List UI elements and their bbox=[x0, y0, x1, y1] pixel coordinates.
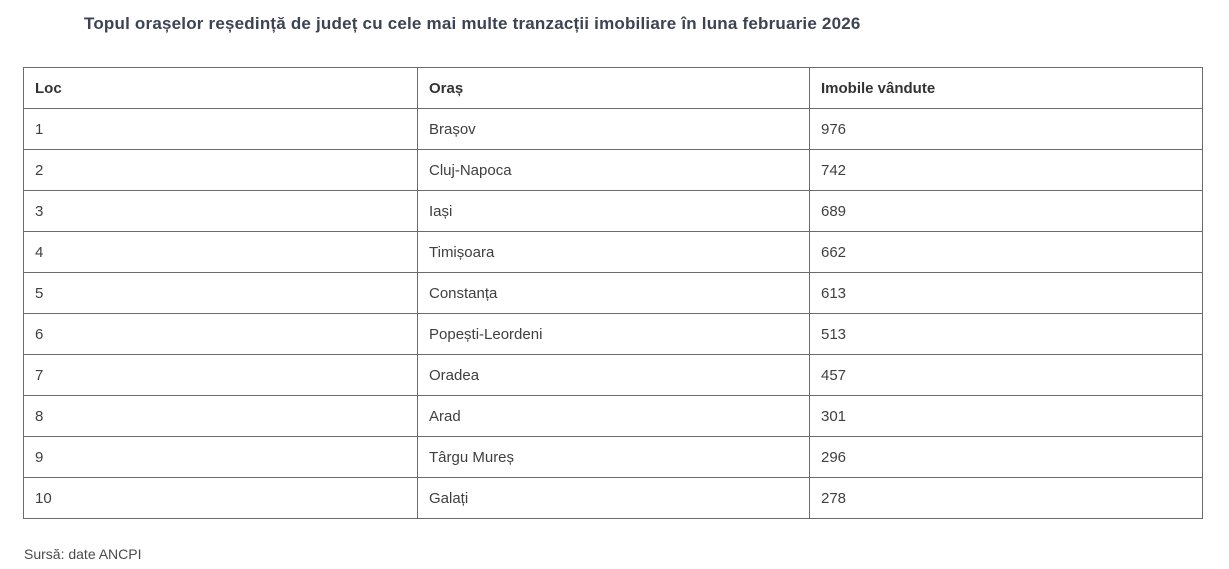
cell-sold: 457 bbox=[809, 354, 1203, 396]
cell-sold: 976 bbox=[809, 108, 1203, 150]
table-row: 7 Oradea 457 bbox=[23, 354, 1203, 396]
cell-city: Oradea bbox=[417, 354, 810, 396]
cell-sold: 278 bbox=[809, 477, 1203, 519]
cell-sold: 662 bbox=[809, 231, 1203, 273]
table-row: 1 Brașov 976 bbox=[23, 108, 1203, 150]
cell-sold: 513 bbox=[809, 313, 1203, 355]
cell-loc: 4 bbox=[23, 231, 418, 273]
cell-loc: 2 bbox=[23, 149, 418, 191]
cell-loc: 7 bbox=[23, 354, 418, 396]
cell-city: Iași bbox=[417, 190, 810, 232]
cell-city: Galați bbox=[417, 477, 810, 519]
table-row: 10 Galați 278 bbox=[23, 477, 1203, 519]
cell-loc: 8 bbox=[23, 395, 418, 437]
table-row: 5 Constanța 613 bbox=[23, 272, 1203, 314]
cell-loc: 5 bbox=[23, 272, 418, 314]
table-row: 3 Iași 689 bbox=[23, 190, 1203, 232]
page-title: Topul orașelor reședință de județ cu cel… bbox=[84, 14, 861, 33]
cell-city: Târgu Mureș bbox=[417, 436, 810, 478]
cell-sold: 301 bbox=[809, 395, 1203, 437]
cell-city: Cluj-Napoca bbox=[417, 149, 810, 191]
header-row: Loc Oraș Imobile vândute bbox=[23, 67, 1203, 109]
table-row: 8 Arad 301 bbox=[23, 395, 1203, 437]
cell-city: Constanța bbox=[417, 272, 810, 314]
source-note: Sursă: date ANCPI bbox=[24, 546, 142, 562]
cell-loc: 9 bbox=[23, 436, 418, 478]
column-header-sold: Imobile vândute bbox=[809, 67, 1203, 109]
column-header-city: Oraș bbox=[417, 67, 810, 109]
table-row: 6 Popești-Leordeni 513 bbox=[23, 313, 1203, 355]
cell-sold: 742 bbox=[809, 149, 1203, 191]
cell-city: Arad bbox=[417, 395, 810, 437]
transactions-table: Loc Oraș Imobile vândute 1 Brașov 976 2 … bbox=[23, 67, 1203, 519]
cell-city: Brașov bbox=[417, 108, 810, 150]
cell-sold: 296 bbox=[809, 436, 1203, 478]
column-header-loc: Loc bbox=[23, 67, 418, 109]
cell-loc: 6 bbox=[23, 313, 418, 355]
table-row: 9 Târgu Mureș 296 bbox=[23, 436, 1203, 478]
cell-sold: 613 bbox=[809, 272, 1203, 314]
cell-sold: 689 bbox=[809, 190, 1203, 232]
table-row: 2 Cluj-Napoca 742 bbox=[23, 149, 1203, 191]
table-row: 4 Timișoara 662 bbox=[23, 231, 1203, 273]
cell-loc: 10 bbox=[23, 477, 418, 519]
cell-loc: 3 bbox=[23, 190, 418, 232]
cell-loc: 1 bbox=[23, 108, 418, 150]
cell-city: Popești-Leordeni bbox=[417, 313, 810, 355]
cell-city: Timișoara bbox=[417, 231, 810, 273]
